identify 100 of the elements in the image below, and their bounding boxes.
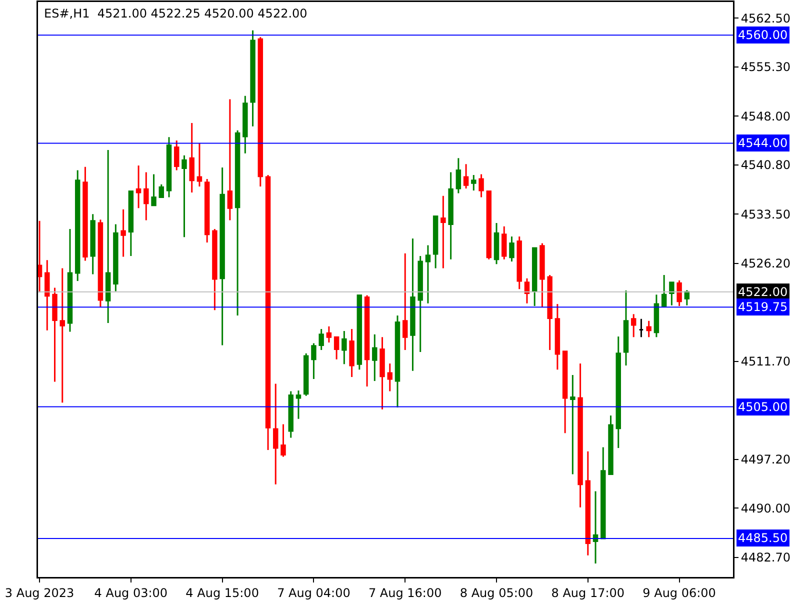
candlestick bbox=[684, 289, 690, 306]
candlestick bbox=[554, 303, 560, 370]
ref-line-label: 4560.00 bbox=[738, 28, 788, 42]
x-tick-label: 4 Aug 15:00 bbox=[186, 586, 259, 600]
x-tick-label: 9 Aug 06:00 bbox=[642, 586, 716, 600]
candlestick bbox=[418, 255, 423, 353]
candlestick bbox=[158, 184, 164, 199]
candlestick bbox=[296, 390, 302, 420]
candlestick bbox=[98, 218, 104, 308]
candlestick bbox=[616, 336, 621, 449]
y-tick-label: 4482.70 bbox=[740, 550, 791, 565]
candlestick bbox=[570, 374, 576, 476]
candlestick bbox=[394, 314, 400, 408]
y-tick-label: 4526.20 bbox=[740, 256, 791, 271]
x-tick-label: 4 Aug 03:00 bbox=[94, 586, 168, 600]
candlestick bbox=[82, 166, 88, 262]
candlestick bbox=[669, 282, 674, 306]
candlestick bbox=[60, 267, 65, 404]
candlestick bbox=[676, 280, 682, 307]
x-tick-label: 8 Aug 17:00 bbox=[551, 586, 625, 600]
candlestick bbox=[52, 287, 58, 382]
candlestick bbox=[326, 326, 332, 344]
candlestick bbox=[524, 278, 530, 304]
y-tick-label: 4540.80 bbox=[740, 158, 791, 172]
candlestick bbox=[67, 228, 73, 332]
candlestick bbox=[623, 290, 629, 366]
candlestick bbox=[318, 328, 324, 351]
candlestick bbox=[364, 294, 370, 388]
candlestick bbox=[234, 130, 240, 316]
candlestick bbox=[494, 222, 500, 265]
candlestick bbox=[600, 446, 606, 540]
candlestick bbox=[334, 336, 340, 360]
y-tick-label: 4490.00 bbox=[740, 501, 791, 516]
candlestick bbox=[311, 342, 316, 380]
candlestick bbox=[204, 178, 210, 244]
candlestick bbox=[486, 190, 492, 260]
candlestick bbox=[242, 95, 248, 154]
x-tick-label: 7 Aug 16:00 bbox=[368, 586, 442, 600]
candlestick bbox=[220, 166, 225, 346]
candlestick bbox=[120, 208, 126, 258]
candlestick bbox=[380, 336, 385, 410]
candlestick bbox=[303, 352, 309, 397]
candlestick bbox=[174, 140, 180, 171]
candlestick bbox=[592, 490, 598, 564]
candlestick bbox=[608, 414, 614, 476]
x-tick-label: 3 Aug 2023 bbox=[4, 586, 74, 600]
candlestick bbox=[578, 362, 583, 508]
candlestick bbox=[356, 294, 362, 370]
candlestick bbox=[372, 334, 378, 382]
candlestick bbox=[273, 383, 278, 486]
x-tick-label: 7 Aug 04:00 bbox=[277, 586, 350, 600]
candlestick bbox=[654, 294, 660, 338]
candlestick bbox=[189, 122, 194, 194]
candlestick bbox=[646, 320, 652, 338]
candlestick bbox=[38, 220, 42, 294]
candlestick bbox=[440, 195, 446, 269]
candlestick bbox=[288, 390, 294, 439]
candlestick bbox=[128, 190, 134, 257]
candlestick bbox=[432, 215, 438, 269]
candlestick bbox=[74, 169, 80, 282]
y-tick-label: 4555.30 bbox=[740, 60, 791, 74]
x-tick-label: 8 Aug 05:00 bbox=[460, 586, 534, 600]
candlestick bbox=[105, 149, 111, 324]
candlestick bbox=[349, 328, 354, 378]
candlestick bbox=[90, 213, 96, 276]
ref-line-label: 4522.00 bbox=[738, 285, 788, 299]
candlestick bbox=[509, 236, 514, 262]
candlestick bbox=[151, 174, 156, 206]
candlestick bbox=[387, 362, 392, 392]
candlestick bbox=[502, 226, 507, 260]
chart-title: ES#,H1 4521.00 4522.25 4520.00 4522.00 bbox=[44, 6, 308, 20]
candlestick bbox=[265, 174, 271, 451]
candlestick bbox=[227, 98, 233, 221]
candlestick bbox=[540, 242, 545, 308]
candlestick bbox=[630, 313, 636, 338]
candlestick bbox=[463, 163, 469, 190]
candlestick bbox=[638, 318, 644, 338]
candlestick bbox=[280, 424, 286, 458]
candlestick bbox=[585, 450, 591, 556]
ref-line-label: 4544.00 bbox=[738, 136, 788, 150]
y-tick-label: 4511.70 bbox=[740, 354, 791, 369]
candlestick bbox=[44, 259, 50, 332]
candlestick bbox=[342, 330, 347, 365]
candlestick bbox=[250, 30, 256, 128]
ref-line-label: 4519.75 bbox=[738, 300, 788, 314]
candlestick bbox=[410, 238, 416, 372]
candlestick bbox=[661, 274, 667, 308]
y-tick-label: 4533.50 bbox=[740, 207, 791, 222]
candlestick bbox=[425, 244, 431, 304]
candlestick bbox=[166, 136, 172, 198]
ref-line-label: 4505.00 bbox=[738, 400, 788, 414]
candlestick bbox=[182, 154, 187, 238]
y-tick-label: 4497.20 bbox=[740, 452, 791, 467]
candlestick bbox=[402, 252, 408, 351]
candlestick bbox=[258, 36, 264, 188]
y-tick-label: 4548.00 bbox=[740, 109, 791, 124]
candlestick bbox=[113, 224, 118, 292]
candlestick bbox=[532, 247, 538, 307]
candlestick bbox=[471, 174, 476, 192]
ref-line-label: 4485.50 bbox=[738, 531, 788, 545]
